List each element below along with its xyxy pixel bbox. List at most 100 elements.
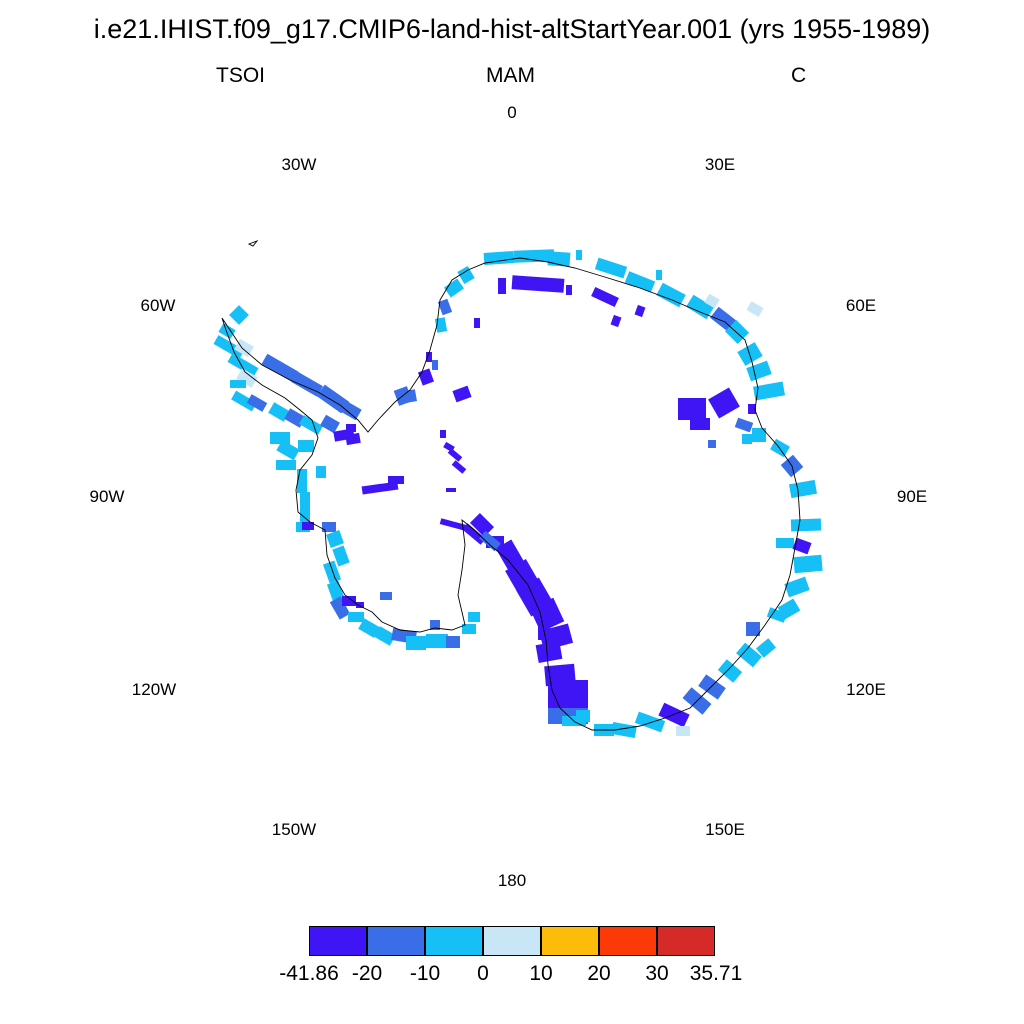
grid-cell bbox=[261, 353, 299, 383]
grid-cell bbox=[690, 418, 710, 430]
grid-cell bbox=[766, 607, 788, 623]
grid-cell bbox=[717, 659, 743, 683]
grid-cell bbox=[447, 448, 463, 462]
grid-cell bbox=[591, 286, 619, 308]
grid-cell bbox=[498, 278, 506, 294]
grid-cell bbox=[405, 389, 417, 403]
colorbar-swatch-1 bbox=[367, 926, 425, 956]
grid-cell bbox=[430, 620, 440, 630]
grid-cell bbox=[276, 439, 300, 461]
grid-cell bbox=[566, 285, 572, 295]
grid-cell bbox=[656, 270, 662, 280]
coastline-island bbox=[247, 240, 259, 247]
lon-label-60e: 60E bbox=[845, 296, 877, 315]
grid-cell bbox=[634, 711, 666, 733]
grid-cell bbox=[358, 618, 380, 638]
grid-cell bbox=[483, 250, 515, 266]
grid-cell bbox=[746, 360, 772, 382]
lon-label-150e: 150E bbox=[705, 820, 745, 839]
grid-cell bbox=[246, 394, 268, 412]
lon-label-90w: 90W bbox=[89, 487, 125, 506]
colorbar-label-0: -41.86 bbox=[279, 962, 339, 985]
lon-label-60w: 60W bbox=[140, 296, 176, 315]
grid-cell bbox=[468, 612, 480, 622]
lon-label-90e: 90E bbox=[896, 487, 928, 506]
grid-cell bbox=[300, 492, 310, 522]
grid-cell bbox=[611, 722, 637, 738]
colorbar-label-3: 0 bbox=[477, 962, 489, 985]
grid-cell bbox=[227, 353, 259, 377]
colorbar-swatch-3 bbox=[483, 926, 541, 956]
grid-cell bbox=[535, 641, 563, 663]
grid-cell bbox=[406, 636, 426, 650]
grid-cell bbox=[746, 301, 764, 317]
colorbar-label-7: 35.71 bbox=[689, 962, 743, 985]
colorbar-label-4: 10 bbox=[529, 962, 553, 985]
grid-cell bbox=[329, 596, 351, 620]
grid-cell bbox=[380, 592, 392, 600]
grid-cell bbox=[748, 404, 756, 414]
grid-cell bbox=[332, 545, 350, 567]
grid-cell bbox=[656, 282, 686, 308]
colorbar-swatch-0 bbox=[309, 926, 367, 956]
grid-cell bbox=[452, 385, 472, 403]
grid-cell bbox=[474, 318, 480, 328]
grid-cell bbox=[444, 278, 464, 298]
lon-label-120w: 120W bbox=[131, 680, 177, 699]
grid-cell bbox=[432, 360, 438, 370]
season-label: MAM bbox=[486, 64, 535, 87]
grid-cell bbox=[752, 428, 766, 442]
grid-cell bbox=[302, 522, 314, 530]
grid-cell bbox=[342, 596, 356, 606]
grid-cell bbox=[322, 560, 342, 584]
grid-cell bbox=[298, 415, 324, 435]
variable-label: TSOI bbox=[216, 64, 266, 87]
grid-cell bbox=[708, 387, 740, 419]
lon-label-0: 0 bbox=[507, 103, 517, 122]
grid-cell bbox=[756, 638, 776, 658]
grid-cell bbox=[446, 636, 460, 648]
coastline bbox=[221, 257, 801, 731]
colorbar-label-5: 20 bbox=[587, 962, 611, 985]
grid-cell bbox=[298, 440, 314, 452]
grid-cell bbox=[704, 293, 720, 309]
grid-cell bbox=[388, 476, 404, 484]
grid-cell bbox=[231, 390, 257, 412]
grid-cell bbox=[658, 702, 690, 728]
lon-label-30e: 30E bbox=[704, 155, 736, 174]
grid-cell bbox=[610, 314, 622, 328]
grid-cell bbox=[426, 352, 432, 362]
grid-cell bbox=[624, 271, 656, 293]
grid-cell bbox=[462, 523, 486, 545]
grid-cell bbox=[770, 438, 790, 458]
grid-cell bbox=[513, 249, 555, 263]
grid-cell bbox=[469, 512, 495, 538]
lon-label-150w: 150W bbox=[271, 820, 317, 839]
units-label: C bbox=[791, 64, 807, 87]
colorbar-label-2: -10 bbox=[409, 962, 441, 985]
grid-cell bbox=[345, 432, 361, 446]
grid-cell bbox=[686, 294, 714, 320]
grid-cell bbox=[437, 298, 453, 316]
grid-cell bbox=[698, 674, 726, 700]
grid-cell bbox=[479, 530, 501, 552]
grid-cell bbox=[676, 726, 690, 736]
grid-cell bbox=[374, 626, 396, 646]
temperature-cells bbox=[213, 249, 823, 738]
colorbar-label-6: 30 bbox=[645, 962, 669, 985]
lon-label-120e: 120E bbox=[846, 680, 886, 699]
grid-cell bbox=[213, 335, 245, 359]
grid-cell bbox=[708, 440, 716, 448]
grid-cell bbox=[440, 430, 446, 438]
grid-cell bbox=[346, 424, 356, 432]
grid-cell bbox=[361, 481, 399, 495]
grid-cell bbox=[229, 305, 249, 325]
plot-title: i.e21.IHIST.f09_g17.CMIP6-land-hist-altS… bbox=[93, 14, 931, 44]
grid-cell bbox=[457, 265, 475, 285]
grid-cell bbox=[446, 488, 456, 492]
grid-cell bbox=[236, 368, 258, 388]
grid-cell bbox=[788, 479, 818, 499]
grid-cell bbox=[576, 710, 590, 722]
colorbar-swatch-5 bbox=[599, 926, 657, 956]
